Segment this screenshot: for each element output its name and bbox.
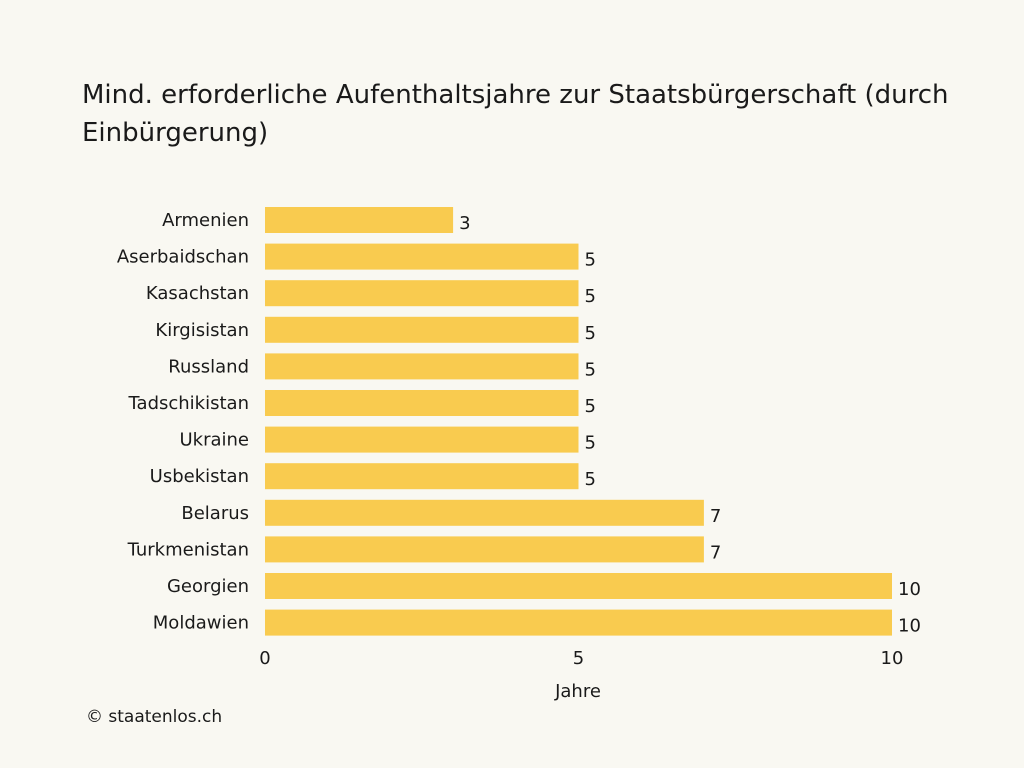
value-label: 5 (585, 359, 596, 380)
bar-usbekistan (265, 463, 579, 490)
bar-kirgisistan (265, 316, 579, 343)
value-label: 5 (585, 396, 596, 417)
value-label: 10 (898, 579, 921, 600)
x-tick-label: 0 (259, 648, 270, 669)
category-label: Moldawien (153, 613, 249, 634)
category-label: Russland (168, 356, 249, 377)
bar-turkmenistan (265, 536, 704, 563)
category-label: Georgien (167, 576, 249, 597)
value-label: 5 (585, 286, 596, 307)
value-label: 5 (585, 433, 596, 454)
value-label: 7 (710, 506, 721, 527)
category-label: Usbekistan (150, 466, 249, 487)
value-label: 5 (585, 250, 596, 271)
category-label: Ukraine (179, 430, 249, 451)
category-label: Turkmenistan (127, 539, 249, 560)
bar-ukraine (265, 426, 579, 453)
bar-moldawien (265, 609, 892, 636)
value-label: 3 (459, 213, 470, 234)
x-axis-ticks-layer: 0 5 10 (259, 648, 903, 669)
bar-georgien (265, 573, 892, 599)
value-label: 10 (898, 616, 921, 637)
bar-aserbaidschan (265, 243, 579, 270)
category-label: Aserbaidschan (117, 247, 249, 268)
chart-title: Mind. erforderliche Aufenthaltsjahre zur… (82, 80, 949, 148)
bar-armenien (265, 207, 454, 233)
x-tick-label: 5 (573, 648, 584, 669)
category-label: Armenien (162, 210, 249, 231)
bar-tadschikistan (265, 390, 579, 416)
value-labels-layer: 3 5 5 5 5 5 5 5 7 7 10 10 (459, 213, 921, 637)
copyright-credit: © staatenlos.ch (86, 707, 223, 727)
category-label: Kirgisistan (155, 320, 249, 341)
x-axis-label: Jahre (554, 681, 601, 702)
category-label: Belarus (181, 503, 249, 524)
category-label: Kasachstan (146, 283, 249, 304)
category-labels-layer: Armenien Aserbaidschan Kasachstan Kirgisist… (117, 210, 249, 634)
bar-belarus (265, 499, 704, 526)
value-label: 5 (585, 469, 596, 490)
bar-russland (265, 353, 579, 380)
bar-kasachstan (265, 280, 579, 307)
value-label: 7 (710, 542, 721, 563)
category-label: Tadschikistan (128, 393, 249, 414)
x-tick-label: 10 (881, 648, 904, 669)
bars-layer (265, 207, 892, 636)
value-label: 5 (585, 323, 596, 344)
